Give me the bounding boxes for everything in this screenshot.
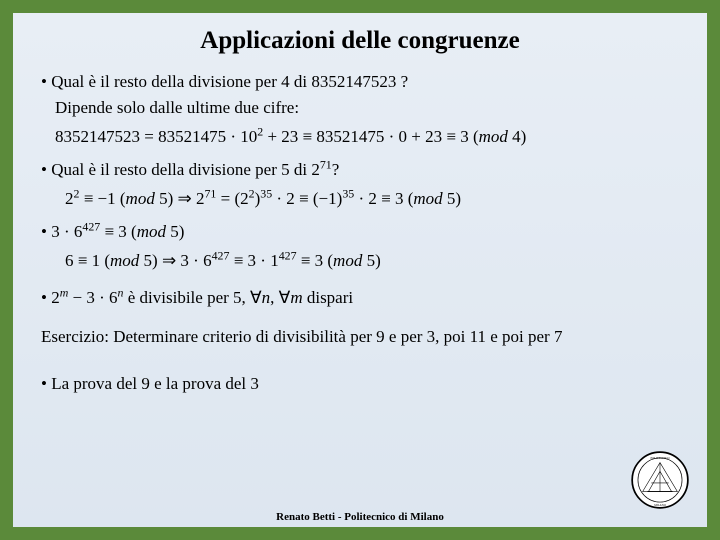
bullet-1-sub1: Dipende solo dalle ultime due cifre: xyxy=(55,97,679,120)
bullet-2: • Qual è il resto della divisione per 5 … xyxy=(41,159,679,182)
slide-frame: Applicazioni delle congruenze • Qual è i… xyxy=(13,13,707,527)
bullet-2-sub: 22 ≡ −1 (mod 5) ⇒ 271 = (22)35 · 2 ≡ (−1… xyxy=(65,188,679,211)
bullet-3: • 3 · 6427 ≡ 3 (mod 5) xyxy=(41,221,679,244)
bullet-1-sub2: 8352147523 = 83521475 · 102 + 23 ≡ 83521… xyxy=(55,126,679,149)
svg-text:POLITECNICO: POLITECNICO xyxy=(651,456,670,460)
slide-content: • Qual è il resto della divisione per 4 … xyxy=(41,71,679,396)
bullet-3-sub: 6 ≡ 1 (mod 5) ⇒ 3 · 6427 ≡ 3 · 1427 ≡ 3 … xyxy=(65,250,679,273)
bullet-1: • Qual è il resto della divisione per 4 … xyxy=(41,71,679,94)
exercise-text: Esercizio: Determinare criterio di divis… xyxy=(41,326,601,349)
svg-text:MILANO: MILANO xyxy=(654,503,666,507)
slide-title: Applicazioni delle congruenze xyxy=(41,27,679,55)
bullet-5: • La prova del 9 e la prova del 3 xyxy=(41,373,679,396)
bullet-4: • 2m − 3 · 6n è divisibile per 5, ∀n, ∀m… xyxy=(41,287,679,310)
politecnico-logo-icon: POLITECNICO MILANO xyxy=(631,451,689,509)
footer-author: Renato Betti - Politecnico di Milano xyxy=(13,511,707,523)
